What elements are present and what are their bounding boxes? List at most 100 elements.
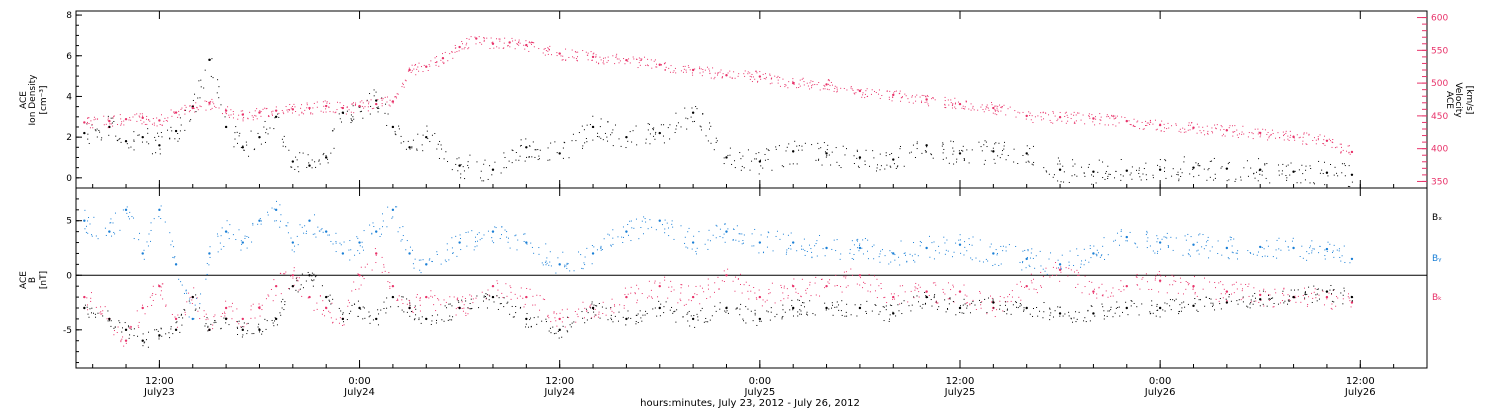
by-point — [526, 243, 528, 245]
velocity-point — [1113, 116, 1115, 118]
bx-point — [911, 304, 913, 306]
bz-point — [165, 304, 167, 306]
density-point — [209, 59, 211, 61]
bz-point — [1264, 291, 1266, 293]
by-point — [1025, 257, 1028, 261]
bx-point — [781, 318, 783, 320]
bz-point — [793, 278, 795, 280]
bz-point — [952, 284, 954, 286]
density-point — [87, 133, 89, 135]
bx-point — [448, 303, 450, 305]
by-point — [1000, 245, 1002, 247]
density-point — [311, 167, 313, 169]
bx-point — [637, 313, 639, 315]
by-point — [546, 262, 548, 264]
by-point — [1264, 255, 1266, 257]
bz-point — [1172, 284, 1174, 286]
by-point — [545, 260, 547, 262]
density-point — [266, 128, 268, 130]
density-point — [1138, 167, 1140, 169]
bz-point — [257, 306, 259, 308]
velocity-point — [138, 115, 140, 117]
velocity-point — [451, 51, 453, 53]
bx-point — [114, 326, 116, 328]
velocity-point — [834, 85, 836, 87]
velocity-point — [1091, 114, 1093, 116]
velocity-point — [700, 68, 702, 70]
bz-point — [391, 284, 395, 288]
velocity-point — [1116, 115, 1118, 117]
bz-point — [330, 317, 332, 319]
density-point — [400, 135, 402, 137]
bx-point — [1282, 290, 1284, 292]
velocity-point — [915, 100, 917, 102]
by-point — [128, 218, 130, 220]
density-point — [767, 158, 769, 160]
by-point — [919, 245, 921, 247]
velocity-point — [252, 119, 254, 121]
velocity-point — [1156, 128, 1158, 130]
by-point — [1120, 235, 1122, 237]
by-point — [1292, 237, 1294, 239]
velocity-point — [598, 63, 600, 65]
velocity-point — [1241, 131, 1243, 133]
bz-point — [824, 287, 826, 289]
velocity-point — [828, 83, 830, 85]
by-point — [104, 227, 106, 229]
bx-point — [1158, 306, 1162, 310]
density-point — [952, 153, 954, 155]
bx-point — [618, 311, 620, 313]
density-point — [1197, 164, 1199, 166]
bx-point — [272, 322, 274, 324]
bx-point — [225, 317, 227, 319]
by-point — [867, 258, 869, 260]
bz-point — [800, 296, 802, 298]
density-point — [98, 129, 100, 131]
bx-point — [436, 319, 438, 321]
velocity-point — [806, 82, 808, 84]
bx-point — [1007, 308, 1009, 310]
density-point — [1027, 154, 1029, 156]
bx-point — [601, 306, 603, 308]
velocity-point — [901, 96, 903, 98]
top-left-label-line-1: ACE — [19, 91, 29, 109]
velocity-point — [1289, 130, 1291, 132]
density-point — [1052, 176, 1054, 178]
bx-point — [1192, 304, 1195, 308]
density-point — [194, 93, 196, 95]
x-tick-time-3: 0:00 — [749, 376, 771, 387]
velocity-point — [312, 107, 314, 109]
velocity-point — [1258, 131, 1260, 133]
density-point — [1334, 166, 1336, 168]
bx-point — [127, 325, 129, 327]
density-point — [556, 152, 558, 154]
bx-point — [469, 303, 471, 305]
bz-point — [136, 310, 138, 312]
by-point — [772, 250, 774, 252]
density-point — [359, 111, 361, 113]
velocity-point — [682, 71, 684, 73]
velocity-point — [192, 107, 194, 109]
density-point — [762, 167, 764, 169]
velocity-point — [1288, 139, 1290, 141]
bx-point — [865, 312, 867, 314]
bx-point — [1054, 310, 1056, 312]
bx-point — [258, 328, 260, 330]
bz-point — [1303, 287, 1305, 289]
density-point — [375, 99, 378, 102]
bx-point — [1090, 305, 1092, 307]
by-point — [139, 232, 141, 234]
bz-point — [1166, 292, 1168, 294]
velocity-point — [272, 110, 274, 112]
bx-point — [133, 328, 135, 330]
velocity-point — [682, 65, 684, 67]
velocity-point — [507, 44, 509, 46]
bx-point — [1164, 302, 1166, 304]
velocity-point — [927, 103, 929, 105]
bz-point — [1067, 275, 1069, 277]
by-point — [173, 257, 175, 259]
velocity-point — [461, 40, 463, 42]
velocity-point — [435, 64, 437, 66]
by-point — [1134, 242, 1136, 244]
velocity-point — [1009, 106, 1011, 108]
